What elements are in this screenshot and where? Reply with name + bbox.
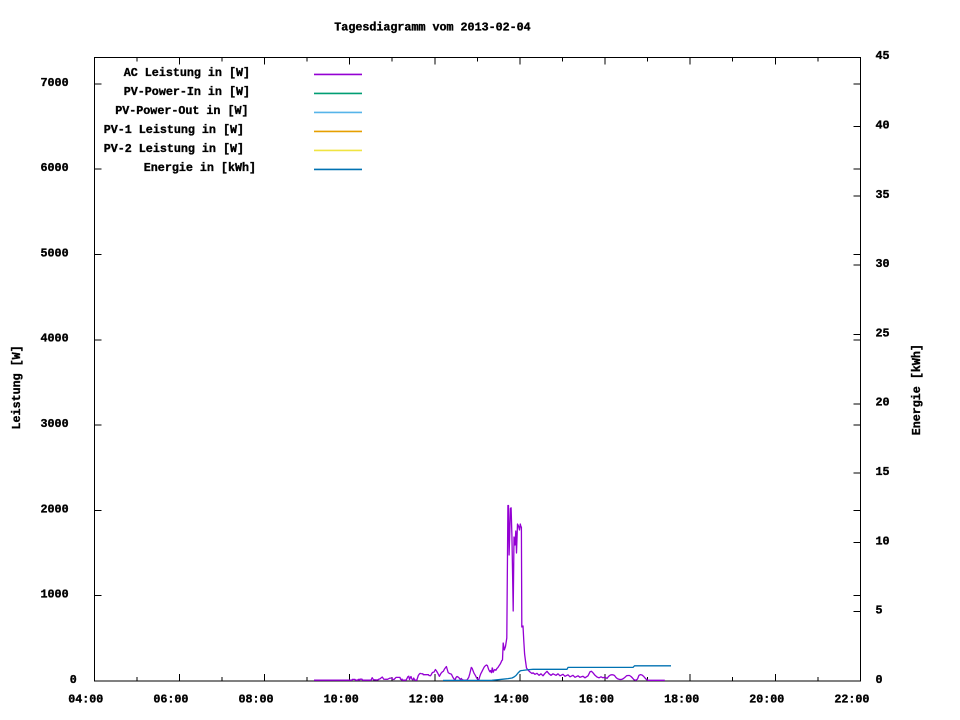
svg-text:0: 0 [70,673,77,687]
svg-text:2000: 2000 [41,502,69,516]
svg-text:PV-1 Leistung in [W]: PV-1 Leistung in [W] [104,123,244,137]
svg-text:20: 20 [876,396,890,410]
svg-text:5: 5 [876,604,883,618]
svg-text:14:00: 14:00 [494,693,529,707]
svg-text:08:00: 08:00 [238,693,273,707]
svg-text:40: 40 [876,119,890,133]
svg-text:20:00: 20:00 [749,693,784,707]
svg-text:PV-2 Leistung in [W]: PV-2 Leistung in [W] [104,142,244,156]
svg-text:18:00: 18:00 [664,693,699,707]
svg-text:0: 0 [876,673,883,687]
svg-text:45: 45 [876,49,890,63]
svg-text:Energie [kWh]: Energie [kWh] [910,344,924,435]
svg-text:25: 25 [876,326,890,340]
svg-text:10: 10 [876,534,890,548]
svg-text:35: 35 [876,188,890,202]
svg-text:30: 30 [876,257,890,271]
svg-text:Energie in [kWh]: Energie in [kWh] [144,161,256,175]
svg-text:PV-Power-In in [W]: PV-Power-In in [W] [124,85,250,99]
svg-text:PV-Power-Out in [W]: PV-Power-Out in [W] [115,104,248,118]
svg-text:06:00: 06:00 [153,693,188,707]
svg-text:6000: 6000 [41,161,69,175]
svg-text:15: 15 [876,465,890,479]
svg-text:3000: 3000 [41,417,69,431]
svg-text:1000: 1000 [41,588,69,602]
svg-text:5000: 5000 [41,246,69,260]
svg-text:Leistung [W]: Leistung [W] [10,345,24,429]
svg-text:16:00: 16:00 [579,693,614,707]
svg-text:AC Leistung in [W]: AC Leistung in [W] [124,66,250,80]
svg-text:04:00: 04:00 [68,693,103,707]
svg-text:22:00: 22:00 [834,693,869,707]
svg-text:7000: 7000 [41,76,69,90]
svg-text:10:00: 10:00 [324,693,359,707]
svg-text:12:00: 12:00 [409,693,444,707]
svg-text:4000: 4000 [41,332,69,346]
svg-text:Tagesdiagramm vom 2013-02-04: Tagesdiagramm vom 2013-02-04 [334,21,530,35]
